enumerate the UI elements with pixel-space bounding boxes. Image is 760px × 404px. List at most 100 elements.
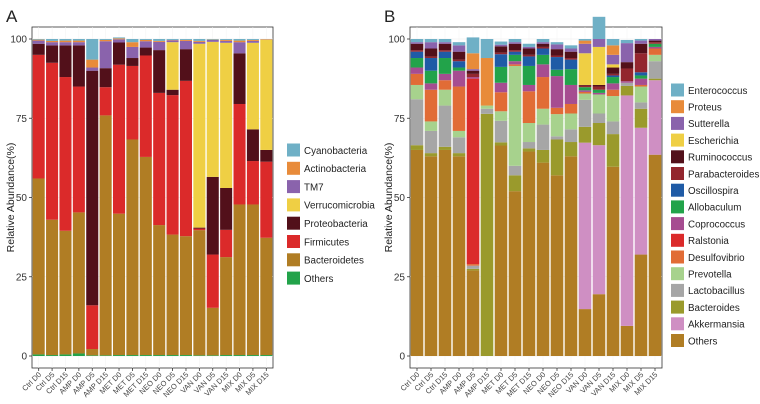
bar-segment-others-ctrl-d15 xyxy=(59,354,72,356)
bar-segment-cyanobacteria-van-d15 xyxy=(220,39,233,40)
bar-segment-prevotella-mix-d5 xyxy=(634,86,648,103)
bar-segment-lactobacillus-ctrl-d5 xyxy=(424,130,438,154)
bar-segment-cyanobacteria-neo-d0 xyxy=(153,39,166,41)
legend-label: Coprococcus xyxy=(688,219,745,230)
bar-segment-ruminococcus-amp-d0 xyxy=(452,51,466,60)
bar-segment-coprococcus-mix-d5 xyxy=(634,78,648,85)
bar-segment-proteobacteria-neo-d5 xyxy=(166,89,179,96)
bar-segment-tm7-van-d15 xyxy=(220,40,233,43)
legend-swatch-ruminococcus xyxy=(671,150,684,164)
bar-segment-allobaculum-met-d15 xyxy=(522,65,536,85)
bar-segment-others-ctrl-d0 xyxy=(32,354,45,356)
legend-swatch-tm7 xyxy=(287,180,300,194)
bar-segment-firmicutes-ctrl-d0 xyxy=(32,54,45,179)
bar-segment-parabacteroides-van-d5 xyxy=(592,86,606,90)
bar-segment-parabacteroides-van-d15 xyxy=(606,73,620,76)
bar-segment-oscillospira-neo-d0 xyxy=(536,48,550,55)
bar-segment-others-met-d5 xyxy=(508,191,522,356)
bar-segment-others-van-d15 xyxy=(220,355,233,356)
bar-segment-others-amp-d5 xyxy=(466,270,480,356)
legend-swatch-bacteroidetes xyxy=(287,253,300,267)
bar-segment-others-neo-d5 xyxy=(550,175,564,356)
legend-swatch-cyanobacteria xyxy=(287,143,300,157)
bar-segment-cyanobacteria-van-d0 xyxy=(193,39,206,41)
legend-swatch-firmicutes xyxy=(287,235,300,248)
bar-segment-desulfovibrio-ctrl-d15 xyxy=(438,80,452,90)
bar-segment-others-mix-d5 xyxy=(246,355,259,356)
bar-segment-bacteroides-mix-d15 xyxy=(648,78,662,81)
bar-segment-cyanobacteria-ctrl-d15 xyxy=(59,39,72,41)
bar-segment-enterococcus-amp-d15 xyxy=(480,39,494,59)
bar-segment-allobaculum-ctrl-d15 xyxy=(438,58,452,74)
bar-segment-ruminococcus-van-d0 xyxy=(578,84,592,86)
bar-segment-lactobacillus-van-d5 xyxy=(592,113,606,124)
bar-segment-desulfovibrio-amp-d5 xyxy=(466,264,480,266)
bar-segment-prevotella-amp-d0 xyxy=(452,130,466,138)
bar-segment-proteobacteria-van-d5 xyxy=(206,176,219,255)
bar-segment-lactobacillus-met-d0 xyxy=(494,120,508,143)
bar-segment-oscillospira-van-d15 xyxy=(606,75,620,78)
bar-segment-coprococcus-ctrl-d0 xyxy=(410,67,424,74)
legend-label: Others xyxy=(304,274,334,285)
bar-segment-bacteroides-met-d15 xyxy=(522,148,536,152)
bar-segment-actinobacteria-ctrl-d15 xyxy=(59,40,72,43)
bar-segment-prevotella-ctrl-d15 xyxy=(438,89,452,106)
bar-segment-oscillospira-neo-d5 xyxy=(550,57,564,70)
bar-segment-bacteroides-van-d15 xyxy=(606,134,620,167)
bar-segment-bacteroides-ctrl-d15 xyxy=(438,146,452,150)
bar-segment-oscillospira-ctrl-d5 xyxy=(424,58,438,71)
bar-segment-coprococcus-van-d5 xyxy=(592,92,606,95)
bar-segment-parabacteroides-mix-d5 xyxy=(634,53,648,73)
legend-label: Sutterella xyxy=(688,119,730,130)
bar-segment-desulfovibrio-ctrl-d5 xyxy=(424,89,438,122)
legend-swatch-verrucomicrobia xyxy=(287,198,300,212)
bar-segment-firmicutes-neo-d5 xyxy=(166,95,179,235)
bar-segment-proteobacteria-met-d15 xyxy=(139,47,152,56)
bar-segment-ruminococcus-met-d15 xyxy=(522,48,536,55)
bar-segment-tm7-neo-d5 xyxy=(166,40,179,43)
bar-segment-actinobacteria-van-d0 xyxy=(193,40,206,42)
bar-segment-oscillospira-mix-d5 xyxy=(634,72,648,76)
bar-segment-others-mix-d15 xyxy=(648,154,662,356)
bar-segment-tm7-met-d0 xyxy=(113,39,126,43)
bar-segment-firmicutes-ctrl-d5 xyxy=(46,62,59,220)
bar-segment-oscillospira-met-d5 xyxy=(508,51,522,55)
y-tick-label: 0 xyxy=(21,352,27,363)
bar-segment-sutterella-van-d0 xyxy=(578,43,592,54)
bar-segment-coprococcus-ctrl-d5 xyxy=(424,83,438,90)
bar-segment-firmicutes-mix-d5 xyxy=(246,161,259,205)
bar-segment-others-ctrl-d5 xyxy=(46,355,59,356)
bar-segment-firmicutes-van-d0 xyxy=(193,228,206,231)
bar-segment-bacteroides-met-d5 xyxy=(508,175,522,192)
bar-segment-bacteroidetes-neo-d5 xyxy=(166,234,179,356)
bar-segment-allobaculum-van-d15 xyxy=(606,77,620,84)
bar-segment-parabacteroides-met-d0 xyxy=(494,52,508,55)
bar-segment-sutterella-mix-d5 xyxy=(634,40,648,44)
bar-segment-bacteroidetes-amp-d5 xyxy=(86,349,99,356)
bar-segment-desulfovibrio-mix-d5 xyxy=(634,84,648,87)
bar-segment-firmicutes-van-d15 xyxy=(220,229,233,258)
bar-segment-others-amp-d0 xyxy=(452,156,466,356)
bar-segment-enterococcus-ctrl-d5 xyxy=(424,39,438,43)
bar-segment-tm7-ctrl-d15 xyxy=(59,42,72,46)
legend-label: Verrucomicrobia xyxy=(304,201,375,212)
bar-segment-sutterella-met-d5 xyxy=(508,42,522,44)
bar-segment-actinobacteria-neo-d15 xyxy=(179,39,192,41)
bar-segment-cyanobacteria-amp-d15 xyxy=(99,39,112,40)
bar-segment-enterococcus-met-d5 xyxy=(508,39,522,43)
bar-segment-cyanobacteria-met-d0 xyxy=(113,37,126,39)
bar-segment-proteobacteria-van-d15 xyxy=(220,187,233,230)
bar-segment-proteus-amp-d5 xyxy=(466,53,480,70)
bar-segment-enterococcus-van-d0 xyxy=(578,39,592,41)
bar-segment-firmicutes-mix-d0 xyxy=(233,103,246,205)
bar-segment-ruminococcus-neo-d0 xyxy=(536,43,550,47)
bar-segment-ruminococcus-mix-d15 xyxy=(648,40,662,43)
bar-segment-cyanobacteria-mix-d5 xyxy=(246,39,259,40)
bar-segment-bacteroides-neo-d15 xyxy=(564,142,578,157)
bar-segment-enterococcus-amp-d5 xyxy=(466,37,480,54)
bar-segment-proteus-van-d15 xyxy=(606,45,620,55)
y-tick-label: 100 xyxy=(388,35,405,46)
bar-segment-firmicutes-ctrl-d15 xyxy=(59,77,72,231)
bar-segment-coprococcus-neo-d5 xyxy=(550,76,564,108)
